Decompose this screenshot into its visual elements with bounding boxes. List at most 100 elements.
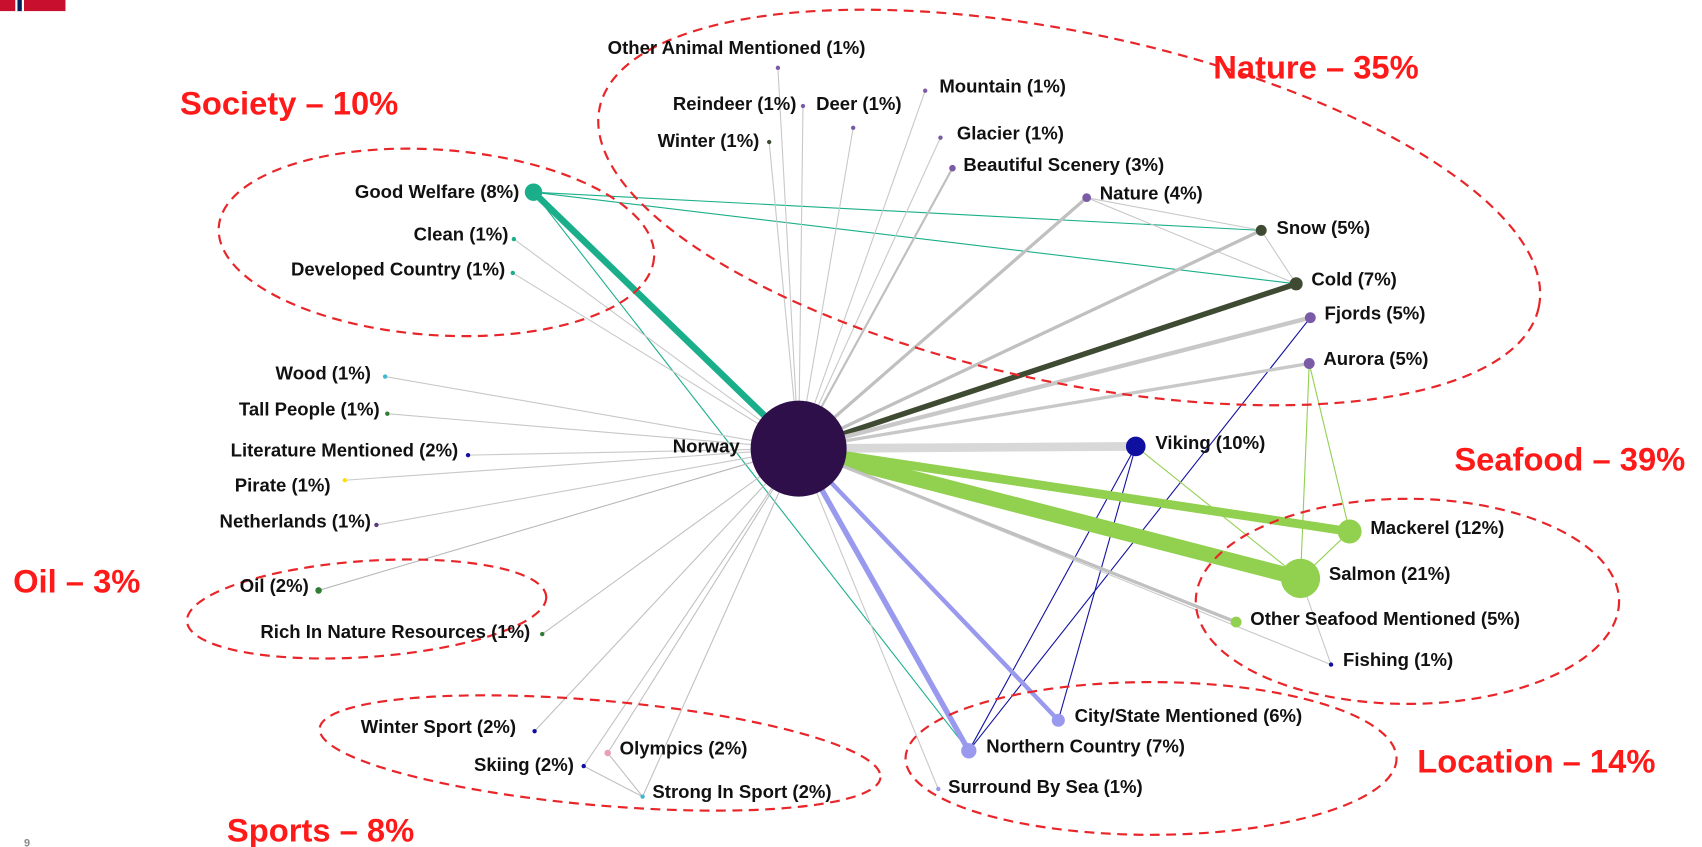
edge bbox=[376, 448, 799, 526]
node-label: Good Welfare (8%) bbox=[355, 181, 519, 202]
node bbox=[1082, 193, 1092, 203]
edge bbox=[642, 448, 800, 797]
node-label: Winter (1%) bbox=[658, 130, 760, 151]
edge bbox=[533, 191, 1262, 231]
node-label: Viking (10%) bbox=[1155, 432, 1265, 453]
edge bbox=[777, 67, 800, 449]
node bbox=[1051, 713, 1065, 727]
edge bbox=[798, 447, 1237, 624]
nodes: Norway Other Animal Mentioned (1%) Reindee… bbox=[13, 37, 1685, 847]
edge bbox=[1057, 446, 1137, 721]
edge bbox=[798, 315, 1311, 451]
node bbox=[511, 236, 517, 242]
node-label: Aurora (5%) bbox=[1323, 348, 1428, 369]
node bbox=[315, 587, 322, 594]
group-outlines bbox=[185, 8, 1621, 836]
node bbox=[851, 125, 856, 131]
group-label: Oil – 3% bbox=[13, 563, 140, 600]
node bbox=[524, 183, 543, 201]
node-label: Snow (5%) bbox=[1277, 217, 1371, 238]
node bbox=[581, 763, 586, 769]
node bbox=[961, 743, 977, 759]
node bbox=[540, 631, 545, 637]
node bbox=[775, 65, 781, 71]
node bbox=[604, 749, 611, 757]
node bbox=[342, 478, 347, 483]
node-label: Pirate (1%) bbox=[235, 475, 331, 496]
edge bbox=[1086, 197, 1262, 231]
node-label: Other Animal Mentioned (1%) bbox=[608, 37, 866, 58]
node-label: Deer (1%) bbox=[816, 93, 901, 114]
flag bbox=[0, 0, 66, 12]
node bbox=[465, 452, 471, 458]
group-label: Society – 10% bbox=[180, 85, 398, 122]
group-label: Location – 14% bbox=[1417, 743, 1655, 780]
edge bbox=[798, 137, 941, 449]
edge bbox=[318, 448, 799, 591]
node-label: Clean (1%) bbox=[414, 224, 509, 245]
node-label: Rich In Nature Resources (1%) bbox=[260, 621, 530, 642]
edge bbox=[1299, 363, 1310, 579]
group-label: Seafood – 39% bbox=[1454, 440, 1685, 477]
center-node bbox=[750, 400, 847, 497]
edge bbox=[768, 141, 800, 449]
edge bbox=[513, 238, 799, 450]
node bbox=[800, 103, 806, 109]
group-label: Nature – 35% bbox=[1213, 49, 1419, 86]
node bbox=[938, 135, 943, 140]
node-label: Oil (2%) bbox=[240, 575, 309, 596]
node-label: Fishing (1%) bbox=[1343, 649, 1453, 670]
node-label: Other Seafood Mentioned (5%) bbox=[1250, 608, 1520, 629]
node-label: Skiing (2%) bbox=[474, 754, 574, 775]
node bbox=[1255, 224, 1267, 236]
node-label: Glacier (1%) bbox=[957, 122, 1064, 143]
edge bbox=[583, 765, 643, 798]
node-label: Salmon (21%) bbox=[1329, 563, 1451, 584]
edge bbox=[533, 191, 970, 752]
edge bbox=[1086, 197, 1297, 285]
page-number: 9 bbox=[24, 837, 30, 847]
edge bbox=[798, 448, 1332, 666]
edge bbox=[797, 444, 1351, 536]
node bbox=[949, 164, 956, 172]
edge bbox=[534, 448, 800, 732]
node-label: Literature Mentioned (2%) bbox=[231, 440, 459, 461]
node bbox=[1303, 358, 1315, 369]
edge bbox=[607, 752, 644, 797]
edge bbox=[798, 448, 939, 790]
node bbox=[1328, 662, 1334, 667]
edge bbox=[1260, 230, 1297, 285]
node bbox=[374, 522, 379, 528]
node bbox=[1304, 312, 1316, 324]
edge bbox=[798, 361, 1310, 451]
node-label: Winter Sport (2%) bbox=[361, 716, 516, 737]
node-label: Mountain (1%) bbox=[939, 75, 1066, 96]
node-label: Tall People (1%) bbox=[239, 398, 380, 419]
node-label: Cold (7%) bbox=[1311, 268, 1396, 289]
node-label: Developed Country (1%) bbox=[291, 259, 505, 280]
node-label: Reindeer (1%) bbox=[673, 93, 797, 114]
edge bbox=[798, 127, 854, 449]
node-label: Northern Country (7%) bbox=[986, 735, 1185, 756]
node bbox=[1125, 436, 1146, 457]
node bbox=[1280, 558, 1321, 599]
edge bbox=[607, 448, 800, 754]
edge bbox=[798, 90, 926, 449]
center-label: Norway bbox=[673, 435, 741, 456]
node-label: City/State Mentioned (6%) bbox=[1075, 705, 1303, 726]
node-label: Netherlands (1%) bbox=[220, 511, 371, 532]
edge bbox=[797, 228, 1262, 451]
node-label: Olympics (2%) bbox=[620, 738, 748, 759]
edge bbox=[468, 448, 799, 456]
node-label: Surround By Sea (1%) bbox=[948, 776, 1143, 797]
node bbox=[1230, 616, 1242, 628]
edge bbox=[798, 106, 804, 449]
edge bbox=[796, 447, 972, 753]
edge bbox=[797, 196, 1088, 450]
node-label: Fjords (5%) bbox=[1325, 302, 1426, 323]
node bbox=[766, 139, 772, 145]
node bbox=[532, 728, 537, 734]
group-label: Sports – 8% bbox=[227, 811, 414, 847]
